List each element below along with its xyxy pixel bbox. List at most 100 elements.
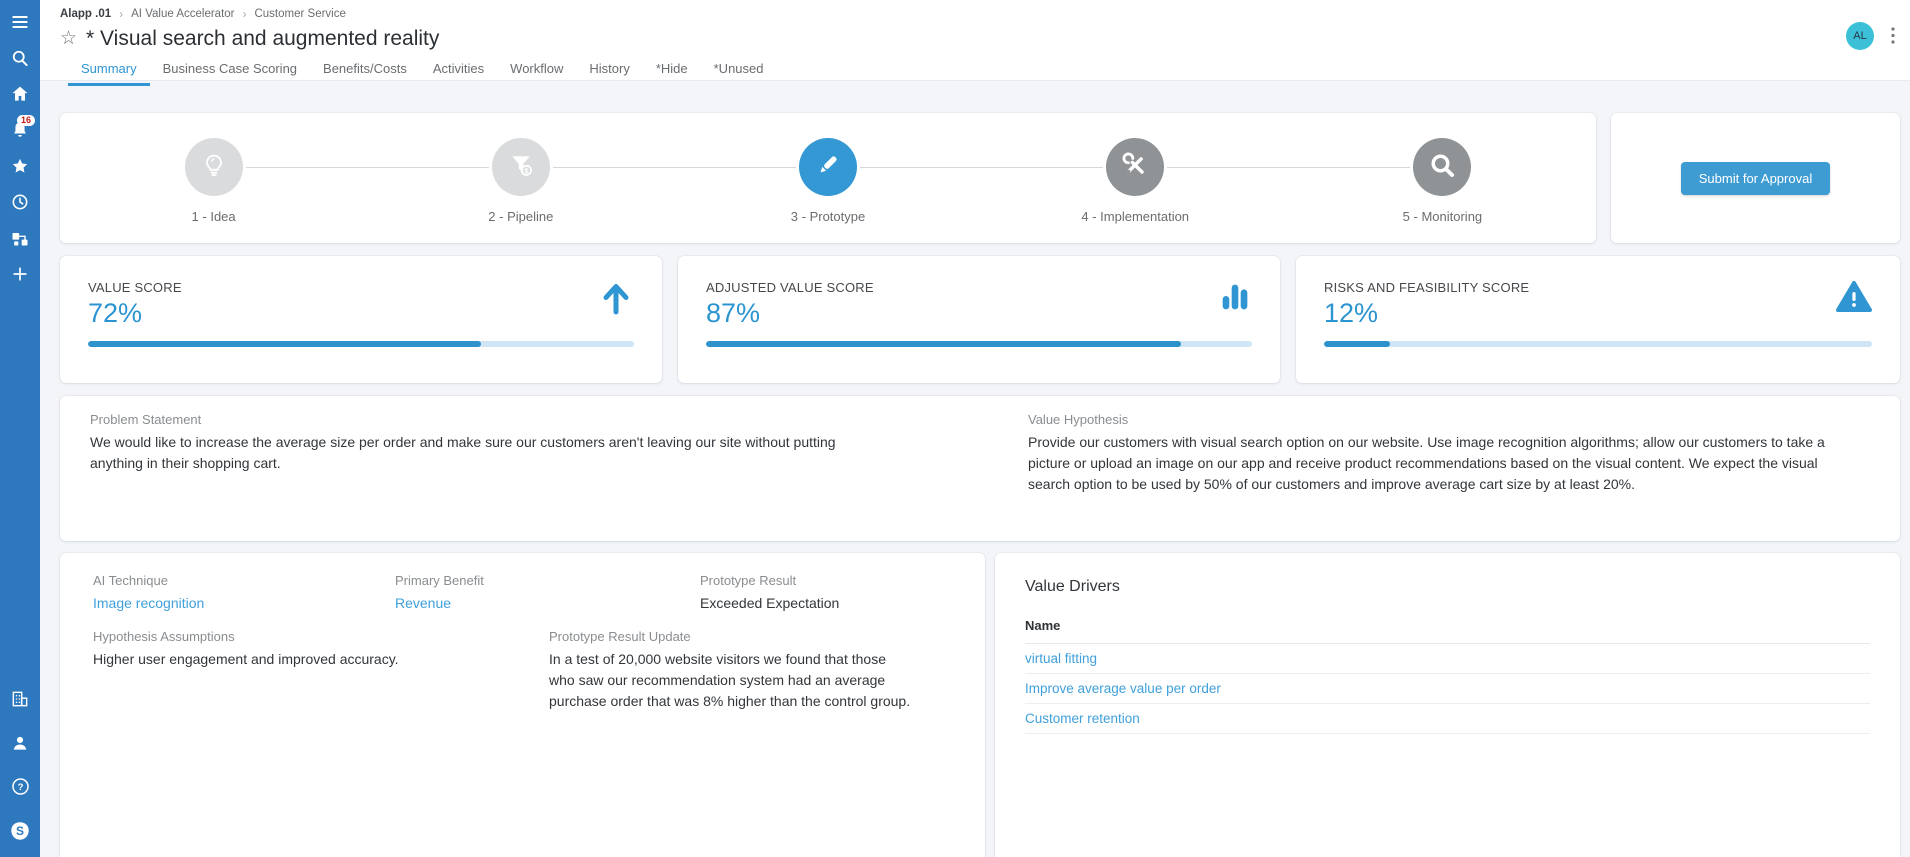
prototype-result-update-value: In a test of 20,000 website visitors we … — [549, 651, 911, 709]
breadcrumb-separator: › — [242, 7, 247, 21]
tab-benefits-costs[interactable]: Benefits/Costs — [323, 61, 407, 76]
recent-history-button[interactable] — [0, 186, 40, 222]
field-label: Prototype Result Update — [549, 629, 691, 644]
score-label: VALUE SCORE — [88, 280, 182, 295]
step-monitoring-circle[interactable] — [1413, 138, 1472, 196]
score-progress-fill — [88, 341, 482, 347]
value-drivers-column-header: Name — [1025, 596, 1870, 644]
building-icon — [10, 689, 30, 714]
hypothesis-assumptions-value: Higher user engagement and improved accu… — [93, 651, 399, 667]
step-implementation: 4 - Implementation — [859, 138, 1289, 243]
hypothesis-assumptions-field: Hypothesis Assumptions Higher user engag… — [93, 629, 513, 670]
page-title: * Visual search and augmented reality — [86, 26, 440, 50]
breadcrumb-module[interactable]: AI Value Accelerator — [131, 8, 235, 20]
breadcrumb-section[interactable]: Customer Service — [254, 8, 346, 20]
prototype-result-value: Exceeded Expectation — [700, 595, 840, 611]
step-pipeline: $ 2 - Pipeline — [245, 138, 674, 243]
value-driver-row[interactable]: Improve average value per order — [1025, 674, 1870, 704]
approval-card: Submit for Approval — [1611, 113, 1900, 243]
search-icon — [10, 48, 30, 73]
lightbulb-icon — [200, 151, 228, 184]
notifications-button[interactable]: 16 — [0, 114, 40, 150]
menu-icon — [10, 12, 30, 37]
title-row: ☆ * Visual search and augmented reality — [60, 25, 1910, 52]
value-hypothesis-text: Provide our customers with visual search… — [1028, 434, 1825, 492]
tab-activities[interactable]: Activities — [432, 61, 485, 76]
step-label: 1 - Idea — [191, 209, 236, 224]
step-idea-circle[interactable] — [184, 138, 243, 196]
plus-icon — [10, 264, 30, 289]
tab-summary[interactable]: Summary — [68, 59, 150, 86]
tab-hide[interactable]: *Hide — [655, 61, 688, 76]
value-drivers-card: Value Drivers Name virtual fitting Impro… — [995, 553, 1900, 857]
score-label: ADJUSTED VALUE SCORE — [706, 280, 874, 295]
step-implementation-circle[interactable] — [1106, 138, 1165, 196]
home-button[interactable] — [0, 78, 40, 114]
tab-unused[interactable]: *Unused — [713, 61, 764, 76]
score-value: 72% — [88, 298, 143, 328]
breadcrumb-separator: › — [119, 7, 124, 21]
svg-text:?: ? — [17, 782, 23, 793]
step-label: 4 - Implementation — [1081, 209, 1190, 224]
home-icon — [10, 84, 30, 109]
trend-up-icon — [596, 278, 636, 323]
content-area: 1 - Idea $ 2 - Pipeline — [40, 81, 1910, 857]
avatar[interactable]: AL — [1846, 22, 1874, 50]
kebab-menu-icon[interactable] — [1886, 26, 1900, 51]
step-pipeline-circle[interactable]: $ — [491, 138, 550, 196]
bar-chart-icon — [1216, 278, 1254, 321]
favorite-star-icon[interactable]: ☆ — [60, 27, 78, 49]
hierarchy-button[interactable] — [0, 222, 40, 258]
magnifier-icon — [1427, 150, 1457, 185]
score-progressbar — [88, 341, 634, 347]
score-progressbar — [706, 341, 1252, 347]
search-button[interactable] — [0, 42, 40, 78]
value-score-card: VALUE SCORE 72% — [60, 256, 662, 383]
primary-benefit-link[interactable]: Revenue — [395, 595, 452, 611]
tab-workflow[interactable]: Workflow — [510, 61, 564, 76]
score-progressbar — [1324, 341, 1872, 347]
menu-button[interactable] — [0, 6, 40, 42]
step-label: 5 - Monitoring — [1402, 209, 1483, 224]
tab-business-case-scoring[interactable]: Business Case Scoring — [162, 61, 298, 76]
score-value: 87% — [706, 298, 761, 328]
problem-statement-field: Problem Statement We would like to incre… — [90, 412, 870, 474]
pencil-icon — [814, 151, 842, 184]
profile-button[interactable] — [0, 723, 40, 767]
submit-for-approval-button[interactable]: Submit for Approval — [1680, 161, 1831, 195]
step-prototype-circle[interactable] — [799, 138, 857, 196]
help-button[interactable]: ? — [0, 767, 40, 811]
user-icon — [10, 733, 30, 758]
ai-technique-link[interactable]: Image recognition — [93, 595, 205, 611]
svg-text:S: S — [16, 824, 24, 838]
svg-text:$: $ — [524, 166, 529, 175]
value-hypothesis-field: Value Hypothesis Provide our customers w… — [1028, 412, 1850, 495]
favorites-button[interactable] — [0, 150, 40, 186]
prototype-result-field: Prototype Result Exceeded Expectation — [700, 573, 839, 614]
sidebar: 16 — [0, 0, 40, 857]
score-value: 12% — [1324, 298, 1379, 328]
value-driver-row[interactable]: virtual fitting — [1025, 644, 1870, 674]
create-button[interactable] — [0, 258, 40, 294]
field-label: Problem Statement — [90, 412, 202, 427]
value-drivers-title: Value Drivers — [1025, 578, 1120, 595]
step-idea: 1 - Idea — [60, 138, 367, 243]
score-progress-fill — [706, 341, 1182, 347]
help-icon: ? — [10, 776, 31, 802]
company-button[interactable] — [0, 679, 40, 723]
breadcrumb-app[interactable]: Alapp .01 — [60, 8, 112, 20]
notifications-badge: 16 — [17, 115, 36, 126]
hierarchy-icon — [10, 228, 30, 253]
step-label: 2 - Pipeline — [488, 209, 554, 224]
score-progress-fill — [1324, 341, 1390, 347]
ai-technique-field: AI Technique Image recognition — [93, 573, 204, 614]
statements-card: Problem Statement We would like to incre… — [60, 396, 1900, 541]
problem-statement-text: We would like to increase the average si… — [90, 434, 836, 471]
score-label: RISKS AND FEASIBILITY SCORE — [1324, 280, 1530, 295]
tab-history[interactable]: History — [589, 61, 630, 76]
brand-logo-button[interactable]: S — [0, 811, 40, 855]
field-label: Hypothesis Assumptions — [93, 629, 235, 644]
step-monitoring: 5 - Monitoring — [1167, 138, 1596, 243]
value-driver-row[interactable]: Customer retention — [1025, 704, 1870, 734]
